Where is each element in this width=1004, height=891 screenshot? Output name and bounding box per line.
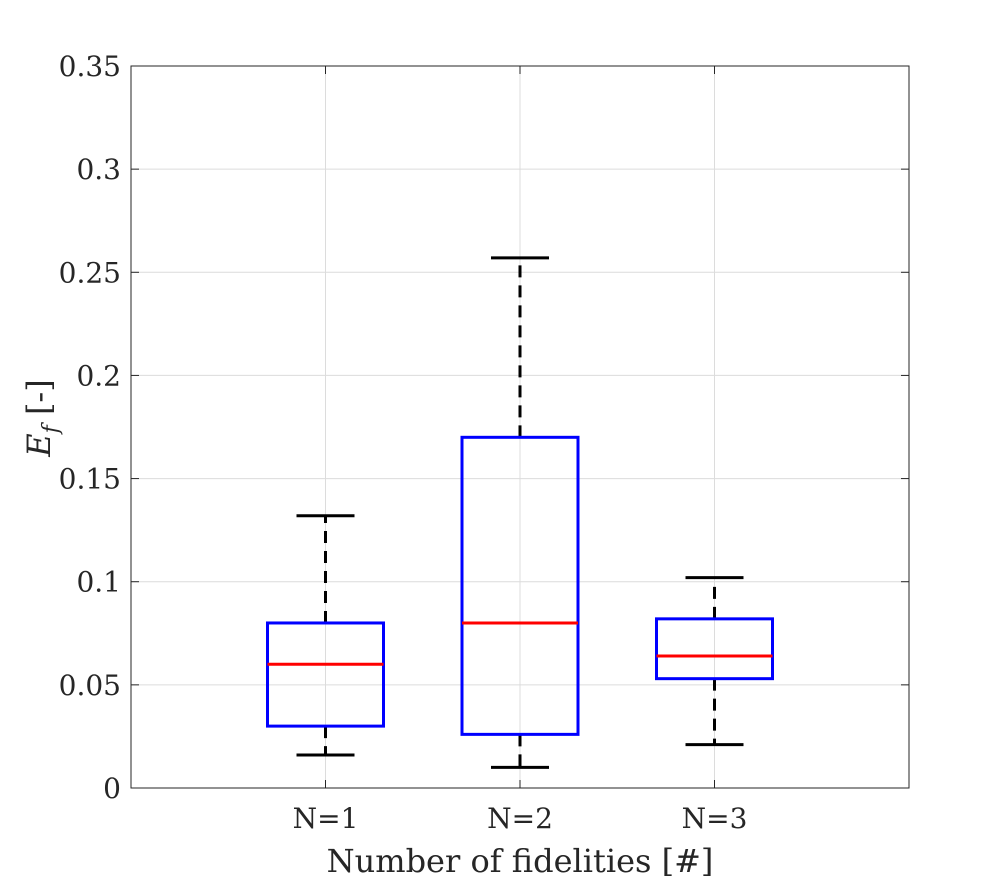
iqr-box: [266, 621, 385, 728]
y-axis-label: Ef [-]: [20, 379, 64, 457]
ticks-layer: 0 0.05 0.1 0.15 0.2 0.25 0.3 0.35 N=1 N=2 N=3: [59, 50, 909, 835]
y-tick-label: 0: [103, 772, 121, 805]
y-tick-label: 0.1: [76, 566, 121, 599]
y-axis-label-group: Ef [-]: [20, 379, 64, 457]
x-tick-label: N=3: [682, 802, 748, 835]
y-tick-label: 0.3: [76, 153, 121, 186]
y-axis-label-unit: [-]: [20, 379, 58, 425]
box-group-2: [460, 256, 580, 769]
x-tick-label: N=2: [487, 802, 553, 835]
box-group-3: [655, 576, 774, 747]
iqr-box: [655, 617, 774, 681]
y-tick-label: 0.05: [59, 669, 121, 702]
y-tick-label: 0.35: [59, 50, 121, 83]
x-tick-label: N=1: [293, 802, 359, 835]
labels-layer: Number of fidelities [#] Ef [-]: [20, 379, 713, 880]
y-tick-label: 0.2: [76, 359, 121, 392]
y-tick-label: 0.15: [59, 463, 121, 496]
box-group-1: [266, 514, 385, 757]
x-axis-label: Number of fidelities [#]: [327, 842, 714, 880]
iqr-box: [460, 435, 580, 736]
y-axis-label-main: E: [20, 433, 58, 457]
boxes-layer: [266, 256, 774, 769]
y-tick-label: 0.25: [59, 256, 121, 289]
